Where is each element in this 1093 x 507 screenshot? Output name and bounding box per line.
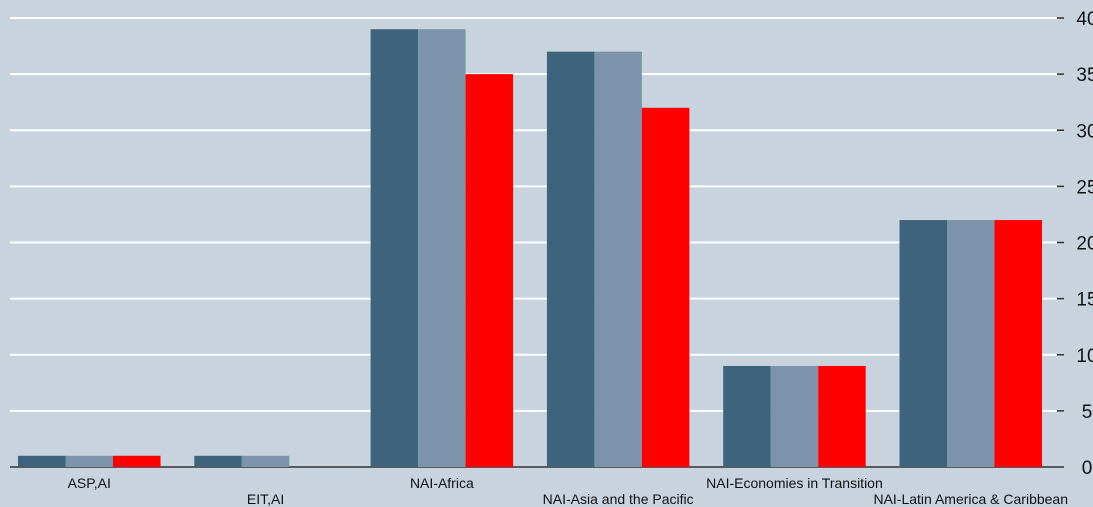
x-category-label: NAI-Latin America & Caribbean [873, 491, 1068, 507]
bar-series-1-3 [546, 51, 595, 468]
bar-series-1-0 [18, 455, 66, 467]
bar-series-3-5 [994, 220, 1042, 467]
y-tick-label: 40 [1076, 9, 1093, 30]
bar-series-3-2 [465, 74, 514, 467]
bar-series-3-4 [818, 365, 866, 467]
bar-series-2-1 [241, 455, 290, 467]
bar-series-2-3 [594, 51, 642, 468]
bar-series-2-2 [418, 29, 466, 467]
y-tick-label: 10 [1076, 346, 1093, 367]
x-category-label: NAI-Asia and the Pacific [543, 491, 694, 507]
x-category-label: NAI-Economies in Transition [706, 475, 883, 491]
x-category-label: NAI-Africa [410, 475, 474, 491]
y-tick-label: 20 [1076, 234, 1093, 255]
y-tick-label: 30 [1076, 121, 1093, 142]
bar-series-3-0 [113, 455, 161, 467]
bar-series-2-0 [65, 455, 113, 467]
bar-series-1-1 [194, 455, 242, 467]
bar-series-2-4 [770, 365, 819, 467]
y-tick-label: 5 [1082, 402, 1093, 423]
bar-series-3-3 [641, 107, 690, 468]
y-tick-label: 0 [1082, 458, 1093, 479]
bar-series-2-5 [947, 220, 995, 467]
y-tick-label: 15 [1076, 290, 1093, 311]
bar-series-1-2 [370, 29, 419, 467]
bar-series-1-5 [899, 220, 947, 467]
bar-series-1-4 [723, 365, 771, 467]
x-category-label: EIT,AI [247, 491, 284, 507]
x-category-label: ASP,AI [68, 475, 111, 491]
y-tick-label: 35 [1076, 65, 1093, 86]
y-tick-label: 25 [1076, 177, 1093, 198]
